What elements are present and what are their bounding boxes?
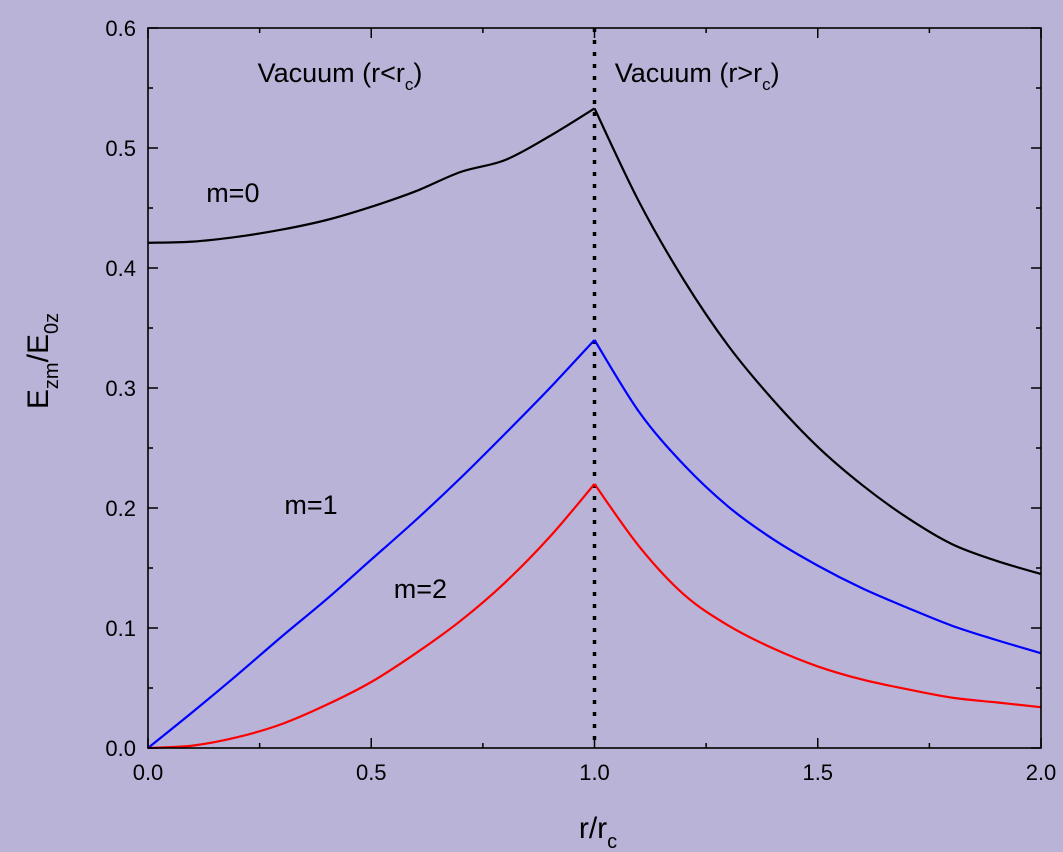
- annotation-label_m2: m=2: [394, 574, 447, 604]
- ticks-group: [147, 27, 1042, 749]
- region-label-inside: Vacuum (r<rc): [258, 58, 423, 94]
- x-axis-title-main: r/r: [579, 812, 607, 845]
- labels-group: 0.0 0.5 1.0 1.5 2.0 0.0 0.1 0.2 0.3 0.4 0.5 0.6: [105, 16, 1056, 785]
- annotation-label_m1: m=1: [284, 490, 337, 520]
- y-tick-label-6: 0.6: [105, 16, 136, 41]
- y-tick-label-0: 0.0: [105, 736, 136, 761]
- annotation-label_m0: m=0: [206, 178, 259, 208]
- x-tick-label-3: 1.5: [802, 760, 833, 785]
- x-tick-label-0: 0.0: [133, 760, 164, 785]
- series-line-m2: [147, 483, 1042, 750]
- y-tick-label-3: 0.3: [105, 376, 136, 401]
- series-line-m1: [147, 339, 1042, 749]
- x-tick-label-1: 0.5: [356, 760, 387, 785]
- y-axis-title-main1: E: [22, 389, 55, 409]
- x-axis-title-sub: c: [607, 831, 617, 852]
- y-axis-title: Ezm/E0z: [22, 313, 63, 409]
- y-tick-label-1: 0.1: [105, 616, 136, 641]
- y-axis-title-main2: /E: [22, 334, 55, 362]
- region-inside-close: ): [413, 58, 422, 88]
- region-label-outside: Vacuum (r>rc): [615, 58, 780, 94]
- region-inside-main: Vacuum (r<r: [258, 58, 405, 88]
- region-outside-close: ): [771, 58, 780, 88]
- y-tick-label-2: 0.2: [105, 496, 136, 521]
- y-axis-title-sub1: zm: [41, 362, 63, 389]
- annotations-group: m=0 m=1 m=2: [206, 178, 447, 604]
- region-outside-main: Vacuum (r>r: [615, 58, 762, 88]
- series-line-m0: [147, 107, 1042, 576]
- series-group: [147, 107, 1042, 750]
- region-inside-sub: c: [405, 75, 414, 94]
- x-axis-title: r/rc: [579, 812, 617, 852]
- y-tick-label-4: 0.4: [105, 256, 136, 281]
- y-axis-title-sub2: 0z: [41, 313, 63, 334]
- x-tick-label-2: 1.0: [579, 760, 610, 785]
- y-tick-label-5: 0.5: [105, 136, 136, 161]
- x-tick-label-4: 2.0: [1026, 760, 1057, 785]
- region-outside-sub: c: [762, 75, 771, 94]
